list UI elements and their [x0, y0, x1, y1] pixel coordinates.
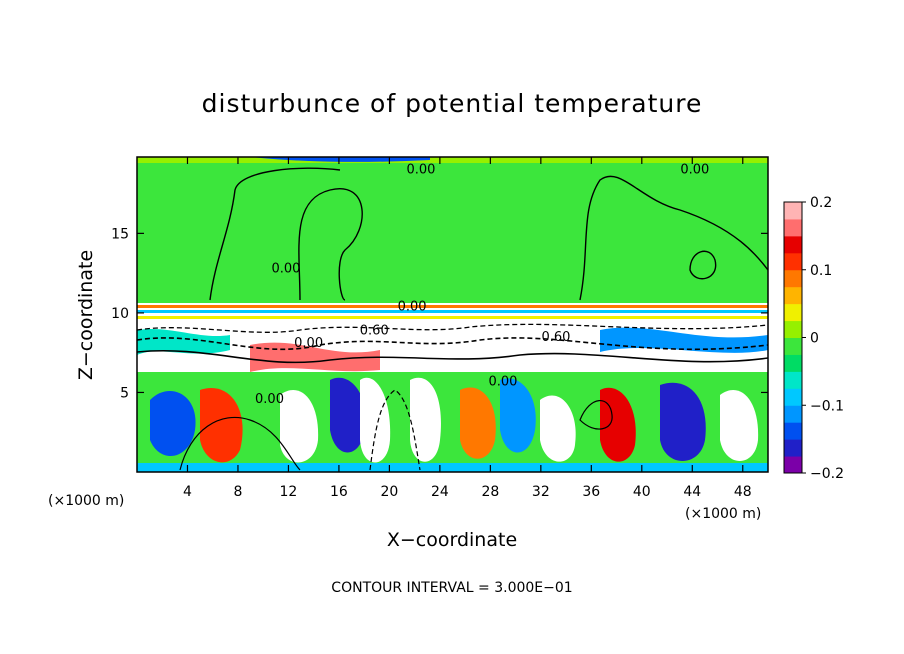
colorbar-tick-label: 0.1 — [810, 263, 832, 279]
x-tick-label: 24 — [431, 484, 449, 500]
colorbar-swatch — [784, 235, 802, 254]
contour-labels: 0.00 0.00 0.00 0.00 0.60 0.60 0.00 0.00 0.00 — [255, 163, 709, 407]
contour-label: 0.00 — [680, 163, 709, 178]
contour-label: 0.00 — [271, 261, 300, 276]
x-tick-label: 28 — [481, 484, 499, 500]
field-upper-zone — [137, 157, 768, 307]
colorbar-swatch — [784, 405, 802, 423]
colorbar-swatch — [784, 354, 802, 372]
field-ground-stripe — [137, 463, 768, 472]
colorbar-swatch — [784, 337, 802, 355]
contour-label: 0.00 — [489, 374, 518, 389]
contour-line-upper-2 — [298, 188, 363, 301]
contour-label: 0.60 — [542, 330, 571, 345]
x-tick-label: 36 — [582, 484, 600, 500]
colorbar-swatch — [784, 371, 802, 389]
field-mid-patch-1 — [137, 328, 230, 355]
contour-interval-label: CONTOUR INTERVAL = 3.000E−01 — [331, 580, 572, 596]
cell-white-5 — [720, 390, 759, 461]
cell-cold-1 — [150, 391, 196, 457]
field-transition-stripe-1 — [137, 305, 768, 308]
contour-line-mid-3 — [137, 323, 768, 333]
colorbar-swatch — [784, 439, 802, 457]
contour-line-lower-1 — [179, 416, 301, 471]
contour-line-upper-1 — [209, 167, 341, 301]
cell-cold-2 — [330, 377, 366, 453]
chart-title: disturbunce of potential temperature — [202, 89, 703, 118]
colorbar-swatch — [784, 218, 802, 237]
x-tick-label: 44 — [683, 484, 701, 500]
contour-line-lower-2 — [369, 389, 421, 471]
x-tick-label: 8 — [233, 484, 242, 500]
y-tick-label: 5 — [120, 385, 129, 401]
contour-label: 0.00 — [398, 300, 427, 315]
x-tick-label: 4 — [183, 484, 192, 500]
colorbar-tick-label: 0 — [810, 331, 819, 347]
y-axis-label: Z−coordinate — [75, 250, 97, 380]
colorbar-swatch — [784, 422, 802, 440]
contour-label: 0.00 — [406, 163, 435, 178]
x-tick-label: 20 — [380, 484, 398, 500]
y-axis-unit: (×1000 m) — [48, 493, 124, 509]
field-transition-band — [137, 303, 768, 325]
colorbar-tick-label: 0.2 — [810, 195, 832, 211]
field-layer: 0.00 0.00 0.00 0.00 0.60 0.60 0.00 0.00 0.00 — [137, 157, 768, 472]
colorbar-swatch — [784, 202, 802, 220]
colorbar-swatch — [784, 286, 802, 305]
contour-label: 0.00 — [255, 392, 284, 407]
contour-label: 0.00 — [294, 336, 323, 351]
x-tick-label: 12 — [280, 484, 298, 500]
field-transition-stripe-2 — [137, 310, 768, 313]
cell-white-2 — [360, 377, 391, 463]
colorbar-tick-label: −0.1 — [810, 398, 844, 414]
colorbar-ticks: 0.2 0.1 0 −0.1 −0.2 — [802, 195, 844, 482]
cell-white-1 — [280, 390, 319, 463]
cell-white-4 — [540, 395, 576, 462]
colorbar-swatches — [784, 202, 802, 474]
x-axis-ticks: 4 8 12 16 20 24 28 32 36 40 44 48 — [183, 157, 752, 500]
colorbar-swatch — [784, 303, 802, 322]
colorbar-swatch — [784, 269, 802, 288]
plot-frame — [136, 156, 769, 473]
x-tick-label: 16 — [330, 484, 348, 500]
colorbar-swatch — [784, 456, 802, 474]
field-top-blue-patch — [250, 157, 430, 162]
contour-line-upper-3 — [579, 175, 768, 301]
y-tick-label: 10 — [111, 306, 129, 322]
contour-line-mid-2 — [137, 349, 768, 364]
contour-line-lower-3 — [579, 400, 613, 430]
x-tick-label: 40 — [633, 484, 651, 500]
x-axis-label: X−coordinate — [387, 529, 517, 551]
x-axis-unit: (×1000 m) — [685, 506, 761, 522]
field-transition-stripe-3 — [137, 316, 768, 319]
colorbar-swatch — [784, 320, 802, 338]
x-tick-label: 48 — [734, 484, 752, 500]
colorbar-tick-label: −0.2 — [810, 466, 844, 482]
contour-line-upper-4 — [689, 250, 717, 280]
cell-warm-2 — [460, 387, 496, 459]
y-axis-ticks: 5 10 15 — [111, 226, 768, 401]
field-top-band — [137, 157, 768, 163]
contour-line-mid-1 — [137, 337, 768, 351]
colorbar-swatch — [784, 388, 802, 406]
contour-label: 0.60 — [360, 323, 389, 338]
cell-cold-4 — [660, 382, 706, 461]
colorbar: 0.2 0.1 0 −0.1 −0.2 — [783, 195, 844, 482]
cell-white-3 — [410, 377, 441, 462]
y-tick-label: 15 — [111, 226, 129, 242]
field-mid-patch-2 — [600, 327, 768, 353]
cell-cold-3 — [500, 378, 536, 453]
cell-warm-1 — [200, 388, 243, 463]
x-tick-label: 32 — [532, 484, 550, 500]
colorbar-swatch — [784, 252, 802, 271]
